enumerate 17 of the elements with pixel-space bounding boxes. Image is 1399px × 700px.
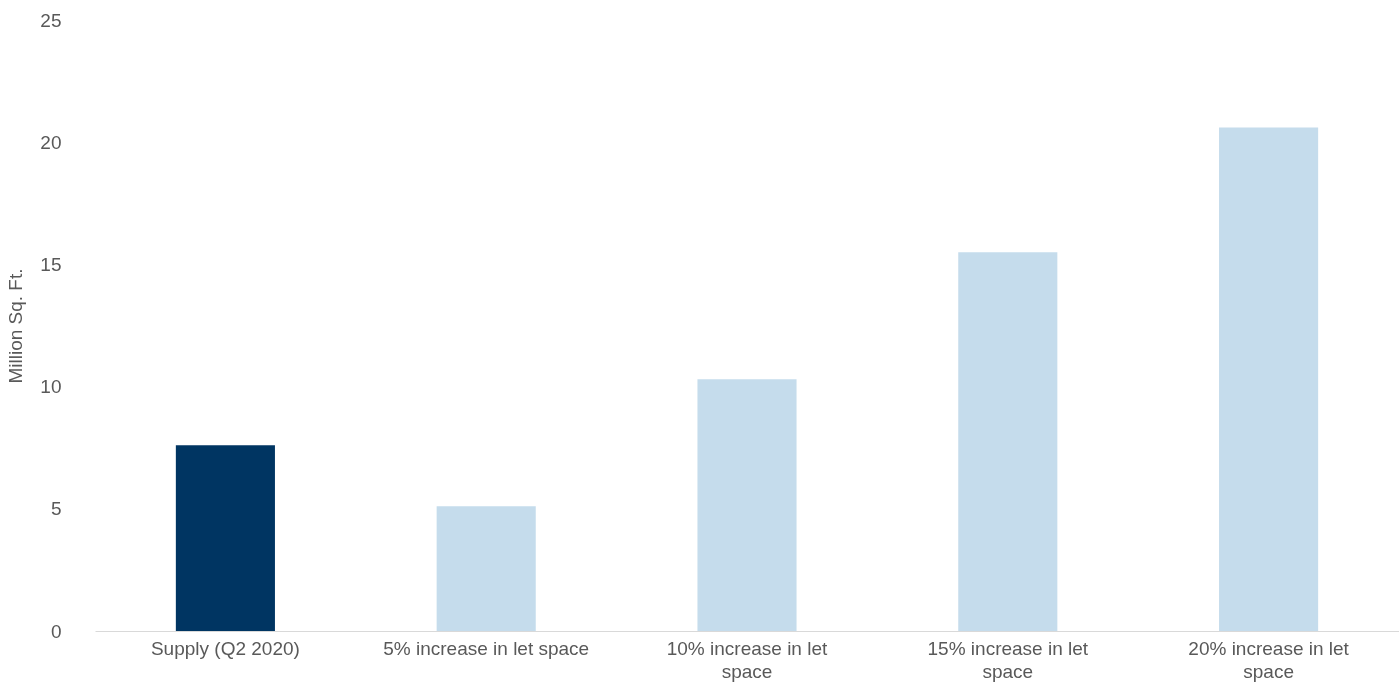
x-tick-label: 5% increase in let space xyxy=(383,637,590,659)
x-tick-label: 15% increase in let space xyxy=(927,637,1089,682)
y-tick-label: 20 xyxy=(40,131,62,153)
y-tick-label: 10 xyxy=(40,376,62,398)
bar xyxy=(958,252,1058,631)
x-tick-label: 10% increase in let space xyxy=(666,637,828,682)
y-tick-label: 25 xyxy=(40,9,62,31)
bar xyxy=(697,379,797,631)
y-tick-label: 0 xyxy=(50,620,62,642)
y-axis-title: Million Sq. Ft. xyxy=(5,268,27,384)
y-tick-label: 15 xyxy=(40,253,62,275)
bar xyxy=(175,445,275,631)
y-tick-label: 5 xyxy=(50,498,62,520)
x-tick-label: Supply (Q2 2020) xyxy=(150,637,300,659)
bar xyxy=(1219,127,1319,631)
bar xyxy=(436,506,536,631)
x-tick-label: 20% increase in let space xyxy=(1188,637,1350,682)
